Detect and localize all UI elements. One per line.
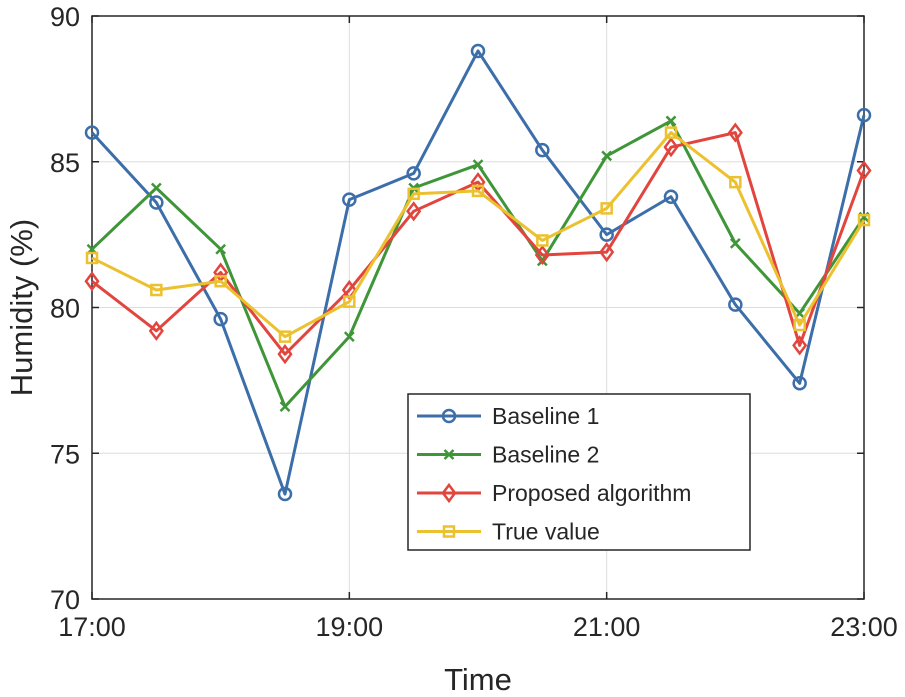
series-lines xyxy=(84,43,872,502)
point-baseline-1 xyxy=(149,195,164,210)
point-baseline-1 xyxy=(277,486,293,502)
point-baseline-2 xyxy=(601,150,613,162)
point-true-value xyxy=(536,234,549,247)
point-proposed-algorithm xyxy=(534,244,550,266)
point-true-value xyxy=(343,295,356,308)
point-proposed-algorithm xyxy=(84,271,100,292)
point-true-value xyxy=(729,175,742,189)
point-true-value xyxy=(793,318,806,332)
point-proposed-algorithm xyxy=(856,160,872,181)
line-proposed-algorithm xyxy=(91,131,866,356)
x-tick-label: 19:00 xyxy=(316,612,384,642)
y-tick-label: 75 xyxy=(50,439,80,469)
point-baseline-1 xyxy=(856,107,872,123)
point-true-value xyxy=(471,184,485,198)
line-true-value xyxy=(91,131,866,339)
y-axis-label: Humidity (%) xyxy=(4,219,39,396)
series-true-value xyxy=(85,126,871,343)
point-true-value xyxy=(407,187,420,201)
point-baseline-1 xyxy=(406,166,421,181)
series-baseline-2 xyxy=(86,115,870,412)
series-proposed-algorithm xyxy=(84,122,872,365)
point-true-value xyxy=(664,126,678,139)
point-proposed-algorithm xyxy=(599,242,615,263)
point-proposed-algorithm xyxy=(277,344,293,365)
point-baseline-2 xyxy=(279,401,291,412)
y-tick-label: 70 xyxy=(50,585,80,615)
legend-box xyxy=(407,393,751,551)
y-tick-label: 85 xyxy=(50,148,80,178)
point-true-value xyxy=(600,202,613,215)
point-baseline-2 xyxy=(729,237,741,249)
legend-label-true-value: True value xyxy=(492,519,600,545)
point-baseline-1 xyxy=(535,142,550,158)
legend-marker-baseline-1 xyxy=(441,408,457,424)
y-tick-label: 90 xyxy=(50,2,80,32)
line-baseline-1 xyxy=(90,49,866,496)
x-tick-label: 21:00 xyxy=(573,612,641,642)
point-proposed-algorithm xyxy=(792,335,808,356)
y-tick-label: 80 xyxy=(50,294,80,324)
point-baseline-2 xyxy=(343,331,355,343)
x-tick-label: 17:00 xyxy=(58,612,126,642)
point-baseline-1 xyxy=(599,227,614,242)
legend-marker-true-value xyxy=(442,525,456,538)
x-axis-label: Time xyxy=(444,662,512,697)
legend-label-proposed-algorithm: Proposed algorithm xyxy=(492,480,691,506)
point-true-value xyxy=(857,213,871,227)
legend-label-baseline-1: Baseline 1 xyxy=(492,403,599,429)
point-baseline-1 xyxy=(792,376,807,391)
point-baseline-2 xyxy=(215,243,227,255)
point-proposed-algorithm xyxy=(406,201,422,222)
point-baseline-1 xyxy=(213,311,228,327)
point-proposed-algorithm xyxy=(727,122,743,143)
point-proposed-algorithm xyxy=(341,279,357,301)
point-baseline-1 xyxy=(342,192,357,207)
point-baseline-2 xyxy=(665,115,677,127)
point-baseline-1 xyxy=(470,43,486,59)
legend-label-baseline-2: Baseline 2 xyxy=(492,442,599,468)
point-true-value xyxy=(85,251,99,265)
series-baseline-1 xyxy=(84,43,872,502)
point-baseline-2 xyxy=(472,159,484,171)
point-baseline-1 xyxy=(728,297,743,312)
point-true-value xyxy=(150,283,163,297)
point-true-value xyxy=(278,330,292,343)
x-tick-label: 23:00 xyxy=(830,612,898,642)
point-baseline-2 xyxy=(150,182,162,194)
point-true-value xyxy=(214,275,227,288)
axis-labels: Time Humidity (%) xyxy=(4,219,512,697)
point-proposed-algorithm xyxy=(148,320,164,341)
legend-marker-baseline-2 xyxy=(443,449,455,460)
legend: Baseline 1 Baseline 2 Proposed algorithm Tr… xyxy=(407,393,751,551)
point-baseline-1 xyxy=(663,189,679,204)
axis-ticks: 17:00 19:00 21:00 23:00 70 75 80 85 90 xyxy=(50,2,898,642)
point-proposed-algorithm xyxy=(663,137,679,158)
point-baseline-1 xyxy=(84,125,100,140)
legend-marker-proposed-algorithm xyxy=(441,482,457,504)
